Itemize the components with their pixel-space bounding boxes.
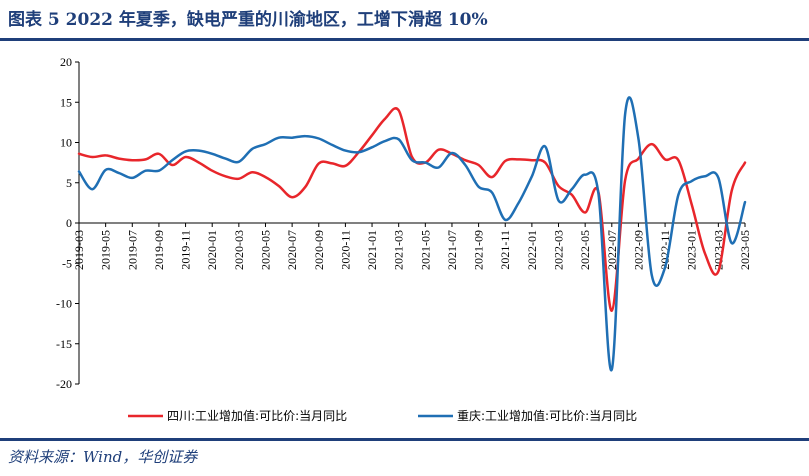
- x-tick-label: 2020-07: [285, 230, 299, 270]
- source-note: 资料来源：Wind，华创证券: [8, 448, 198, 466]
- x-tick-label: 2021-05: [418, 230, 432, 270]
- x-tick-label: 2022-01: [525, 230, 539, 270]
- x-tick-label: 2022-11: [658, 230, 672, 270]
- x-tick-label: 2019-05: [99, 230, 113, 270]
- x-tick-label: 2023-01: [685, 230, 699, 270]
- x-tick-label: 2022-09: [631, 230, 645, 270]
- x-tick-label: 2019-09: [152, 230, 166, 270]
- axes: -20 -15 -10 -5 0 5 10 15 20 2019-03 2019-05 2019-07…: [56, 55, 752, 391]
- y-tick-label: 15: [60, 95, 72, 109]
- y-tick-label: -10: [56, 297, 72, 311]
- y-tick-label: 20: [60, 55, 72, 69]
- x-tick-label: 2021-11: [498, 230, 512, 270]
- y-tick-label: -20: [56, 377, 72, 391]
- y-tick-label: 0: [66, 216, 72, 230]
- x-tick-label: 2022-03: [552, 230, 566, 270]
- legend-label-chongqing: 重庆:工业增加值:可比价:当月同比: [457, 408, 637, 423]
- x-tick-label: 2021-07: [445, 230, 459, 270]
- legend: 四川:工业增加值:可比价:当月同比 重庆:工业增加值:可比价:当月同比: [128, 408, 637, 423]
- y-tick-label: -15: [56, 337, 72, 351]
- footer-rule: [0, 438, 809, 441]
- y-tick-label: 10: [60, 136, 72, 150]
- series-line-chongqing: [77, 96, 747, 372]
- x-tick-label: 2020-05: [258, 230, 272, 270]
- x-tick-label: 2020-09: [312, 230, 326, 270]
- y-tick-label: 5: [66, 176, 72, 190]
- x-tick-label: 2019-03: [72, 230, 86, 270]
- x-tick-label: 2020-03: [232, 230, 246, 270]
- y-tick-label: -5: [62, 256, 72, 270]
- chart-title: 图表 5 2022 年夏季，缺电严重的川渝地区，工增下滑超 10%: [8, 10, 488, 30]
- x-tick-label: 2020-01: [205, 230, 219, 270]
- legend-label-sichuan: 四川:工业增加值:可比价:当月同比: [167, 408, 347, 423]
- x-tick-label: 2020-11: [338, 230, 352, 270]
- header-rule: [0, 38, 809, 41]
- x-tick-label: 2021-03: [392, 230, 406, 270]
- x-tick-label: 2023-05: [738, 230, 752, 270]
- x-tick-label: 2021-01: [365, 230, 379, 270]
- x-tick-label: 2022-05: [578, 230, 592, 270]
- series-lines: [77, 96, 747, 372]
- x-tick-label: 2021-09: [472, 230, 486, 270]
- x-tick-label: 2019-07: [125, 230, 139, 270]
- x-tick-label: 2019-11: [179, 230, 193, 270]
- x-tick-label: 2022-07: [605, 230, 619, 270]
